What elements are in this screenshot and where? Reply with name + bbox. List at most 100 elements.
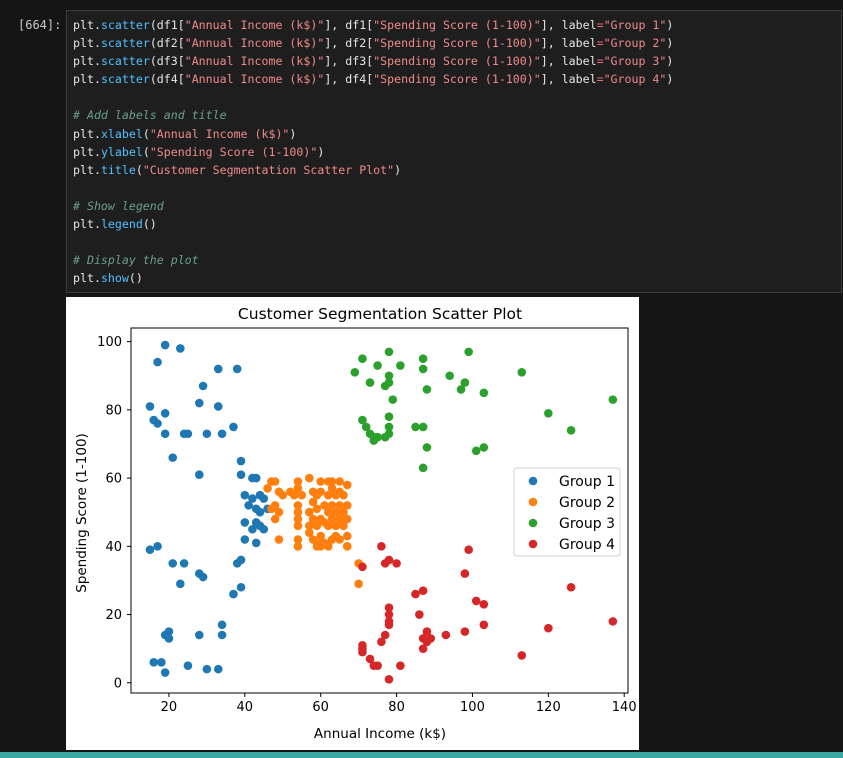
data-point-group-4: [418, 586, 428, 595]
code-token: xlabel: [100, 126, 143, 141]
code-token: "Spending Score (1-100)": [373, 18, 541, 32]
data-point-group-1: [194, 630, 204, 640]
data-point-group-2: [339, 490, 348, 500]
data-point-group-2: [342, 501, 352, 510]
data-point-group-1: [194, 398, 204, 408]
data-point-group-2: [323, 490, 333, 500]
code-token: ], label: [540, 72, 597, 87]
data-point-group-3: [388, 395, 398, 404]
data-point-group-3: [464, 347, 473, 357]
data-point-group-1: [213, 664, 223, 674]
code-token: # Show legend: [73, 198, 164, 213]
code-token: "Group 3": [603, 54, 667, 69]
y-tick-label: 100: [97, 335, 122, 350]
code-token: =: [596, 54, 604, 69]
data-point-group-1: [145, 402, 155, 411]
bottom-status-strip: [0, 752, 843, 758]
data-point-group-1: [248, 494, 257, 503]
data-point-group-4: [392, 559, 401, 568]
code-token: ): [317, 144, 325, 159]
code-token: "Group 1": [603, 18, 667, 32]
data-point-group-2: [293, 501, 303, 510]
cell-prompt: [664]:: [18, 18, 62, 32]
data-point-group-3: [396, 361, 405, 370]
code-token: .: [93, 271, 101, 286]
code-token: =: [596, 36, 604, 51]
y-axis-label: Spending Score (1-100): [74, 433, 90, 593]
code-token: plt: [73, 217, 94, 232]
data-point-group-4: [608, 617, 618, 626]
data-point-group-1: [153, 357, 162, 367]
data-point-group-1: [168, 559, 178, 568]
chart-title: Customer Segmentation Scatter Plot: [238, 305, 522, 323]
data-point-group-4: [358, 562, 367, 572]
data-point-group-3: [460, 378, 470, 387]
code-line: plt.xlabel("Annual Income (k$)"): [73, 125, 841, 143]
x-axis-label: Annual Income (k$): [314, 726, 446, 742]
code-token: ], df1[: [324, 18, 374, 32]
code-token: plt: [73, 162, 94, 177]
data-point-group-1: [240, 490, 250, 500]
data-point-group-3: [418, 364, 428, 374]
data-point-group-1: [217, 429, 227, 439]
code-token: title: [100, 162, 136, 177]
data-point-group-1: [179, 559, 189, 568]
data-point-group-1: [153, 419, 162, 428]
data-point-group-1: [251, 473, 261, 483]
data-point-group-4: [460, 627, 470, 636]
data-point-group-1: [176, 344, 185, 353]
code-token: (df1[: [149, 18, 185, 32]
data-point-group-4: [464, 545, 473, 555]
data-point-group-4: [377, 542, 386, 551]
code-token: ], label: [540, 18, 597, 32]
code-line: plt.title("Customer Segmentation Scatter…: [73, 161, 841, 179]
data-point-group-2: [278, 490, 288, 500]
data-point-group-3: [517, 368, 527, 377]
data-point-group-1: [145, 545, 155, 555]
data-point-group-1: [236, 555, 246, 565]
code-line: plt.legend(): [73, 215, 841, 233]
data-point-group-4: [384, 675, 394, 684]
data-point-group-2: [342, 514, 352, 524]
code-token: .: [93, 126, 101, 141]
code-token: .: [93, 54, 101, 69]
x-tick-label: 40: [237, 700, 254, 715]
data-point-group-2: [335, 477, 344, 486]
code-token: ): [394, 162, 402, 177]
code-token: scatter: [100, 54, 150, 69]
data-point-group-2: [270, 477, 280, 486]
data-point-group-1: [259, 524, 269, 534]
data-point-group-1: [213, 402, 223, 411]
data-point-group-1: [160, 668, 170, 677]
data-point-group-4: [418, 644, 428, 653]
data-point-group-2: [342, 542, 352, 551]
code-token: "Group 2": [603, 36, 667, 51]
data-point-group-1: [202, 664, 212, 674]
code-cell[interactable]: plt.scatter(df1["Annual Income (k$)"], d…: [66, 10, 842, 293]
code-token: ], df2[: [324, 36, 374, 51]
code-line: [73, 88, 841, 106]
x-tick-label: 100: [460, 700, 485, 715]
code-token: plt: [73, 36, 94, 51]
data-point-group-2: [274, 507, 284, 517]
code-token: .: [93, 144, 101, 159]
code-token: (df2[: [149, 36, 185, 51]
data-point-group-4: [377, 637, 386, 647]
data-point-group-2: [308, 497, 318, 507]
data-point-group-2: [305, 528, 314, 537]
data-point-group-3: [411, 422, 420, 432]
data-point-group-2: [316, 477, 325, 486]
y-tick-label: 0: [114, 676, 122, 691]
data-point-group-4: [544, 623, 553, 633]
code-token: (: [135, 162, 143, 177]
data-point-group-2: [354, 579, 363, 589]
data-point-group-2: [308, 514, 318, 524]
data-point-group-3: [384, 422, 394, 432]
chart-axes: 20 40 60 80 100 120 140 0 20 40 60 80 100: [97, 327, 637, 715]
code-line: # Show legend: [73, 197, 841, 215]
code-line: [73, 179, 841, 197]
data-point-group-4: [358, 647, 367, 657]
data-point-group-2: [274, 535, 284, 544]
data-point-group-2: [305, 473, 314, 483]
code-token: scatter: [100, 36, 150, 51]
